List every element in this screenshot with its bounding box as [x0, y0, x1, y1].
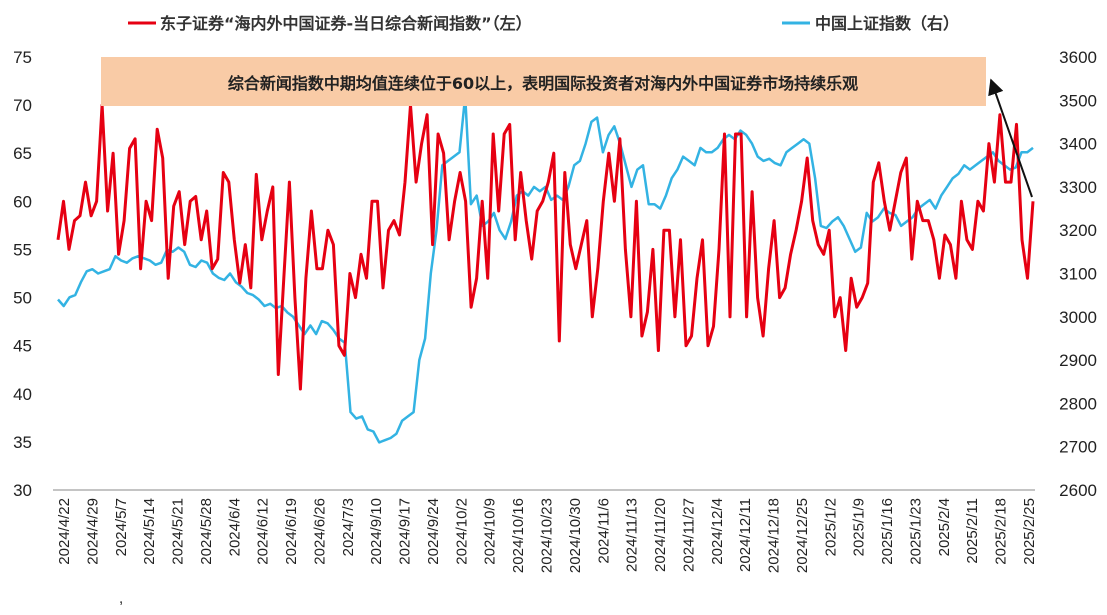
x-tick-label: 2024/10/2 — [453, 498, 470, 565]
x-tick-label: 2024/9/10 — [368, 498, 385, 565]
y-right-tick-label: 3400 — [1059, 135, 1097, 154]
x-axis: 2024/4/22 2024/4/29 2024/5/7 2024/5/14 2024/… — [53, 489, 1038, 573]
annotation-text: 综合新闻指数中期均值连续位于60以上，表明国际投资者对海内外中国证券市场持续乐观 — [228, 74, 858, 93]
x-tick-label: 2024/11/27 — [680, 498, 697, 572]
y-left-tick-label: 75 — [13, 48, 32, 67]
x-tick-label: 2024/11/6 — [595, 498, 612, 564]
x-tick-label: 2024/6/4 — [226, 498, 243, 556]
y-right-tick-label: 3100 — [1059, 265, 1097, 284]
x-tick-label: 2024/12/18 — [766, 498, 783, 573]
y-right-tick-label: 3300 — [1059, 178, 1097, 197]
x-tick-label: 2025/1/2 — [822, 498, 839, 556]
x-tick-label: 2024/6/26 — [311, 498, 328, 565]
y-left-tick-label: 50 — [13, 289, 32, 308]
x-tick-label: 2025/2/11 — [964, 498, 981, 564]
y-right-tick-label: 3200 — [1059, 221, 1097, 240]
x-tick-label: 2024/5/14 — [141, 498, 158, 565]
x-tick-label: 2024/12/11 — [737, 498, 754, 572]
y-left-tick-label: 30 — [13, 481, 32, 500]
y-left-tick-label: 65 — [13, 144, 32, 163]
x-tick-label: 2024/11/20 — [652, 498, 669, 572]
annotation: 综合新闻指数中期均值连续位于60以上，表明国际投资者对海内外中国证券市场持续乐观 — [101, 57, 1033, 198]
x-tick-label: 2024/9/17 — [397, 498, 414, 565]
x-tick-label: 2024/6/19 — [283, 498, 300, 565]
y-left-tick-label: 55 — [13, 240, 32, 259]
x-tick-label: 2025/2/18 — [993, 498, 1010, 565]
x-tick-label: 2025/1/16 — [879, 498, 896, 565]
x-tick-label: 2024/5/7 — [113, 498, 130, 556]
x-tick-label: 2024/9/24 — [425, 498, 442, 565]
x-tick-label: 2024/7/3 — [340, 498, 357, 556]
x-tick-label: 2024/10/30 — [567, 498, 584, 573]
y-right-tick-label: 2800 — [1059, 394, 1097, 413]
y-right-tick-label: 3500 — [1059, 91, 1097, 110]
legend-label-news-index: 东子证券“海内外中国证券-当日综合新闻指数”（左） — [160, 14, 532, 33]
x-tick-label: 2024/10/23 — [539, 498, 556, 573]
y-axis-right: 2600 2700 2800 2900 3000 3100 3200 3300 3400 3500… — [1059, 48, 1097, 500]
y-left-tick-label: 45 — [13, 337, 32, 356]
y-left-tick-label: 40 — [13, 385, 32, 404]
x-tick-label: 2025/1/9 — [851, 498, 868, 556]
series-line-shanghai-index — [57, 94, 1034, 444]
y-right-tick-label: 2700 — [1059, 438, 1097, 457]
series-layer — [56, 94, 1035, 444]
y-right-tick-label: 2600 — [1059, 481, 1097, 500]
y-left-tick-label: 35 — [13, 433, 32, 452]
y-right-tick-label: 2900 — [1059, 351, 1097, 370]
annotation-box — [101, 57, 986, 106]
x-tick-label: 2024/4/29 — [84, 498, 101, 565]
x-tick-label: 2024/12/4 — [709, 498, 726, 565]
x-tick-label: 2025/2/25 — [1021, 498, 1038, 565]
x-tick-label: 2024/12/25 — [794, 498, 811, 573]
series-line-news-index — [56, 103, 1035, 391]
x-tick-label: 2024/5/28 — [198, 498, 215, 565]
legend-label-shanghai-index: 中国上证指数（右） — [815, 14, 959, 33]
x-tick-label: 2024/4/22 — [56, 498, 73, 565]
x-tick-label: 2024/11/13 — [624, 498, 641, 572]
y-right-tick-label: 3600 — [1059, 48, 1097, 67]
stray-mark: , — [119, 590, 123, 607]
x-tick-label: 2024/6/12 — [255, 498, 272, 565]
annotation-arrow — [988, 78, 1033, 198]
legend: 东子证券“海内外中国证券-当日综合新闻指数”（左） 中国上证指数（右） — [128, 14, 959, 33]
x-tick-label: 2025/1/23 — [907, 498, 924, 565]
x-tick-label: 2024/5/21 — [170, 498, 187, 565]
x-tick-label: 2024/10/9 — [482, 498, 499, 565]
x-tick-label: 2025/2/4 — [936, 498, 953, 556]
y-right-tick-label: 3000 — [1059, 308, 1097, 327]
y-left-tick-label: 60 — [13, 192, 32, 211]
y-left-tick-label: 70 — [13, 96, 32, 115]
y-axis-left: 30 35 40 45 50 55 60 65 70 75 — [13, 48, 32, 500]
x-tick-label: 2024/10/16 — [510, 498, 527, 573]
